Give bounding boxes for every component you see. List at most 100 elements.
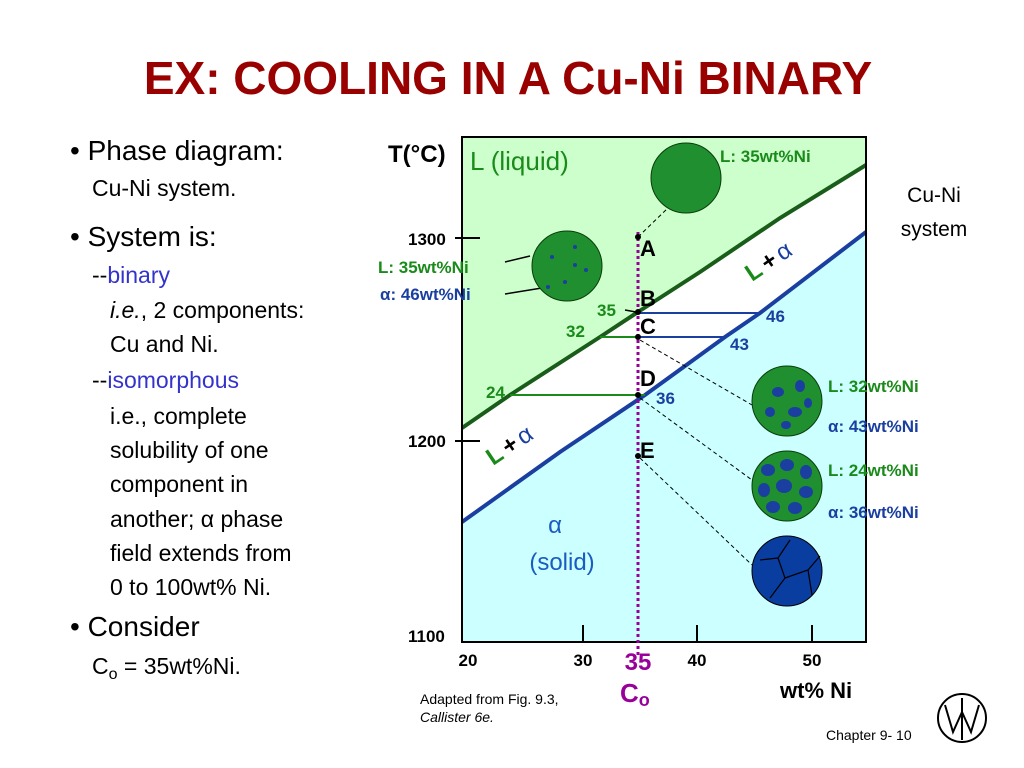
term: binary	[107, 262, 170, 288]
point-label: C	[640, 314, 656, 339]
grain	[766, 501, 780, 513]
text: component in	[110, 471, 248, 497]
bullet: • System is:	[70, 221, 217, 252]
plot-border	[461, 136, 867, 643]
grain	[776, 479, 792, 493]
leader	[639, 397, 753, 481]
solid-region	[462, 232, 866, 642]
composition: L: 35wt%Ni	[720, 147, 811, 166]
x-axis-label: wt% Ni	[779, 678, 852, 703]
point-label: B	[640, 286, 656, 311]
bullet: • Consider	[70, 611, 200, 642]
grain	[772, 387, 784, 397]
grain	[795, 380, 805, 392]
point	[635, 309, 641, 315]
grain	[761, 464, 775, 476]
caption: Callister 6e.	[420, 709, 494, 725]
point	[635, 453, 641, 459]
side-label: Cu-Ni	[907, 184, 961, 207]
logo	[937, 693, 987, 743]
composition: L: 35wt%Ni	[378, 258, 469, 277]
c: C	[620, 678, 639, 708]
term: isomorphous	[107, 367, 239, 393]
dot	[563, 280, 567, 284]
bullet: • Phase diagram:	[70, 135, 284, 166]
point-label: E	[640, 438, 655, 463]
tie-value: 35	[597, 301, 616, 320]
tie-value: 43	[730, 335, 749, 354]
arrow	[624, 309, 637, 313]
italic: i.e.	[110, 297, 141, 323]
alpha-grains	[758, 459, 813, 514]
x-tick-label: 50	[803, 651, 822, 670]
region-label: α	[548, 512, 562, 539]
logo-ring	[937, 693, 987, 743]
grain	[799, 486, 813, 498]
grain	[758, 483, 770, 497]
leader	[639, 457, 753, 566]
y-tick-label: 1100	[408, 627, 445, 646]
point-label: D	[640, 366, 656, 391]
grain	[765, 407, 775, 417]
region-label: (solid)	[529, 549, 594, 576]
micro-solid	[751, 535, 823, 607]
text: i.e., complete	[110, 403, 247, 429]
text: solubility of one	[110, 437, 269, 463]
alpha: α	[201, 506, 214, 532]
x-tick-label: 40	[688, 651, 707, 670]
point	[635, 392, 641, 398]
composition: L: 32wt%Ni	[828, 377, 919, 396]
point	[635, 334, 641, 340]
dot	[573, 245, 577, 249]
dot	[550, 255, 554, 259]
tie-value: 46	[766, 307, 785, 326]
y-tick-label: 1200	[408, 432, 446, 451]
dot	[546, 285, 550, 289]
subscript: o	[639, 690, 650, 710]
y-axis-label: T(°C)	[388, 141, 446, 168]
composition: α: 46wt%Ni	[380, 285, 471, 304]
text: .	[235, 653, 241, 679]
grain	[804, 398, 812, 408]
x-tick-label: 30	[574, 651, 593, 670]
leader	[639, 339, 753, 406]
composition: L: 24wt%Ni	[828, 461, 919, 480]
text: field extends from	[110, 540, 292, 566]
tie-value: 24	[486, 383, 505, 402]
text: = 35wt%Ni	[118, 653, 235, 679]
text: --isomorphous	[92, 367, 239, 393]
alpha-nuclei	[546, 245, 588, 289]
dot	[584, 268, 588, 272]
subscript: o	[109, 666, 118, 683]
c: C	[92, 653, 109, 679]
grain-boundaries	[759, 539, 821, 599]
text: 0 to 100wt% Ni.	[110, 574, 271, 600]
title: EX: COOLING IN A Cu-Ni BINARY	[144, 52, 872, 104]
text: i.e., 2 components:	[110, 297, 304, 323]
side-label: system	[901, 218, 968, 241]
region-label: L (liquid)	[470, 146, 569, 176]
caption: Adapted from Fig. 9.3,	[420, 691, 559, 707]
liquid-region	[462, 137, 866, 428]
x-tick-label: 20	[459, 651, 478, 670]
grain	[781, 421, 791, 429]
tie-value: 32	[566, 322, 585, 341]
dot	[573, 263, 577, 267]
dash: --	[92, 367, 107, 393]
logo-mark	[944, 698, 980, 740]
composition: α: 36wt%Ni	[828, 503, 919, 522]
grain	[780, 459, 794, 471]
text: Co = 35wt%Ni.	[92, 653, 241, 683]
micro-liquid	[650, 142, 722, 214]
text: phase	[214, 506, 283, 532]
composition: α: 43wt%Ni	[828, 417, 919, 436]
arrow	[504, 255, 531, 263]
y-tick-label: 1300	[408, 230, 446, 249]
alpha-grains	[765, 380, 812, 429]
leader-lines	[637, 205, 753, 566]
grain	[788, 407, 802, 417]
text: another; α phase	[110, 506, 283, 532]
grain	[800, 465, 812, 479]
co-value: 35	[625, 649, 652, 676]
